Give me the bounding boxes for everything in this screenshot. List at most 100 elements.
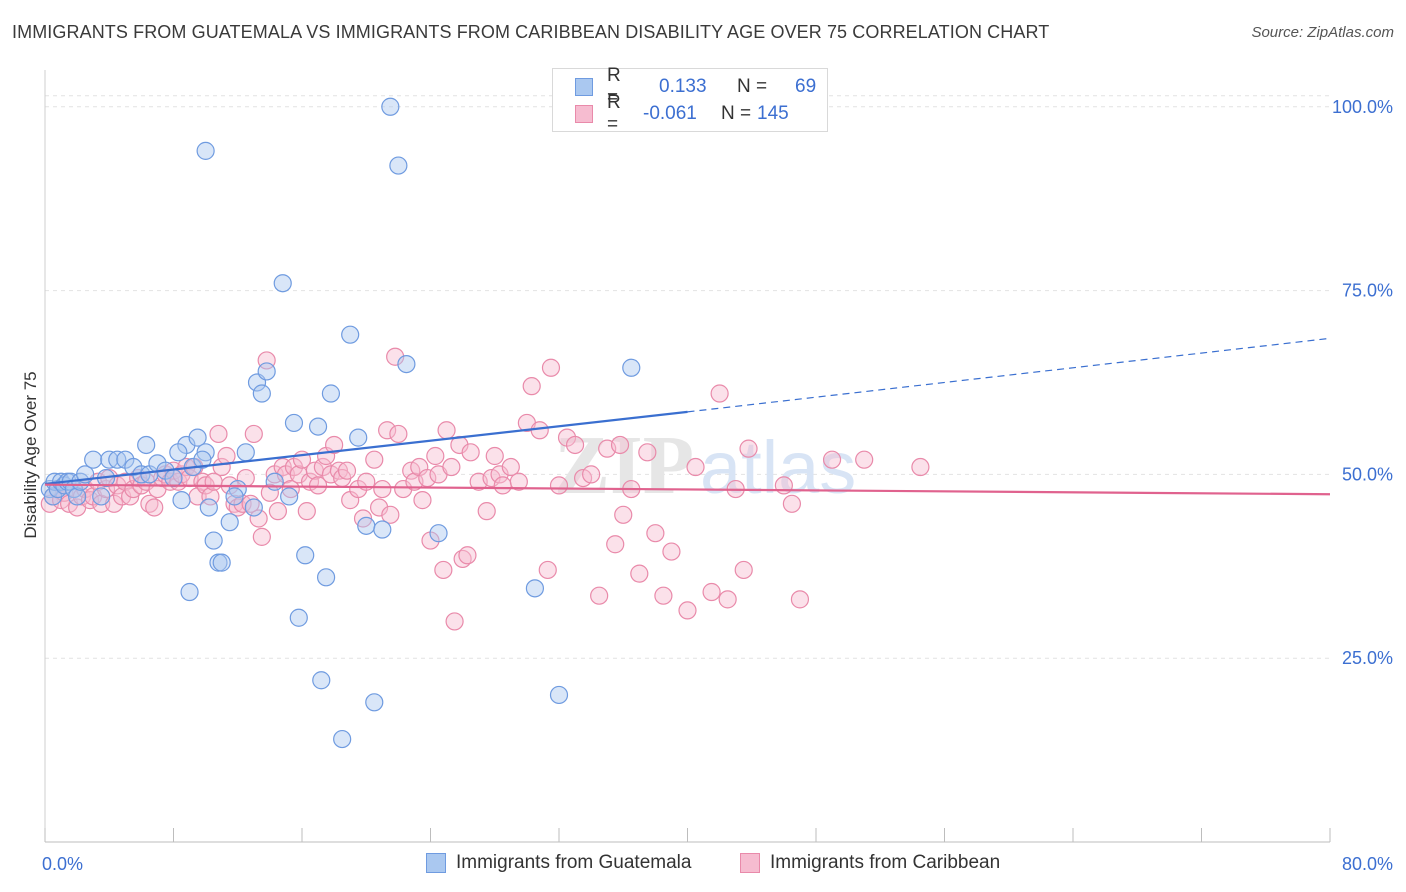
caribbean-point: [260, 483, 279, 502]
caribbean-point: [337, 461, 357, 480]
caribbean-point: [413, 491, 432, 510]
guatemala-point: [296, 546, 315, 565]
n-label: N =: [737, 76, 768, 97]
caribbean-point: [522, 377, 541, 396]
caribbean-point: [249, 509, 268, 528]
guatemala-point: [169, 443, 188, 462]
caribbean-point: [530, 421, 549, 440]
r-label: R =: [607, 92, 621, 135]
caribbean-legend-swatch: [740, 853, 760, 873]
caribbean-swatch: [575, 105, 593, 123]
caribbean-point: [461, 443, 480, 462]
axes: [44, 70, 1331, 843]
n-label: N =: [721, 103, 752, 124]
guatemala-point: [137, 435, 156, 455]
r-value-caribbean: -0.061: [643, 103, 697, 124]
caribbean-point: [855, 450, 874, 469]
caribbean-point: [386, 347, 405, 366]
legend-row-guatemala: R = 0.133 N = 69: [575, 65, 817, 108]
guatemala-point: [172, 491, 191, 510]
guatemala-point: [373, 520, 392, 539]
caribbean-point: [477, 502, 496, 521]
caribbean-point: [373, 479, 392, 499]
guatemala-point: [429, 524, 448, 543]
guatemala-point: [193, 450, 212, 469]
x-tick-labels: 0.0% 80.0%: [42, 854, 1393, 874]
caribbean-point: [654, 586, 673, 605]
caribbean-point: [209, 424, 228, 444]
caribbean-point: [822, 450, 842, 469]
bottom-legend-caribbean: Immigrants from Caribbean: [740, 852, 1000, 874]
caribbean-point: [370, 498, 389, 517]
guatemala-point: [220, 513, 239, 532]
caribbean-point: [606, 535, 625, 554]
y-tick-label: 50.0%: [1342, 464, 1393, 484]
caribbean-point: [145, 498, 164, 517]
guatemala-point: [68, 487, 87, 506]
caribbean-point: [638, 443, 657, 462]
caribbean-point: [325, 435, 344, 455]
caribbean-point: [614, 505, 633, 524]
caribbean-point: [378, 421, 397, 440]
caribbean-point: [790, 590, 810, 609]
guatemala-point: [84, 450, 103, 469]
n-value-guatemala: 69: [795, 76, 817, 97]
guatemala-point: [397, 354, 416, 374]
caribbean-legend-label: Immigrants from Caribbean: [770, 852, 1001, 873]
guatemala-point: [289, 608, 308, 627]
correlation-legend: R = 0.133 N = 69 R = -0.061 N = 145: [552, 65, 828, 135]
caribbean-point: [297, 502, 316, 521]
x-tick-label-min: 0.0%: [42, 854, 83, 874]
caribbean-point: [549, 476, 569, 495]
x-tick-label-max: 80.0%: [1342, 854, 1393, 874]
caribbean-point: [710, 384, 729, 403]
caribbean-trend-line: [44, 483, 1331, 496]
guatemala-point: [92, 487, 111, 506]
caribbean-point: [678, 601, 697, 620]
caribbean-point: [702, 582, 721, 602]
caribbean-point: [541, 358, 561, 377]
y-tick-label: 75.0%: [1342, 281, 1393, 301]
caribbean-point: [610, 435, 630, 455]
guatemala-point: [280, 487, 299, 506]
chart-title: IMMIGRANTS FROM GUATEMALA VS IMMIGRANTS …: [12, 22, 1050, 42]
trend-lines: [44, 337, 1331, 496]
caribbean-point: [244, 424, 263, 444]
legend-row-caribbean: R = -0.061 N = 145: [575, 92, 789, 135]
caribbean-point: [662, 542, 681, 561]
guatemala-point: [312, 671, 331, 690]
caribbean-point: [493, 476, 512, 495]
y-tick-labels: 25.0% 50.0% 75.0% 100.0%: [1332, 97, 1393, 668]
guatemala-point: [357, 516, 376, 535]
guatemala-legend-swatch: [426, 853, 446, 873]
watermark: ZIP atlas: [554, 419, 856, 512]
caribbean-point: [782, 494, 802, 513]
guatemala-point: [196, 141, 215, 160]
caribbean-point: [389, 424, 408, 444]
guatemala-point: [525, 579, 545, 598]
caribbean-point: [686, 457, 705, 477]
caribbean-point: [565, 435, 585, 455]
guatemala-trend-extension: [687, 337, 1331, 413]
n-value-caribbean: 145: [757, 103, 789, 124]
source-credit: Source: ZipAtlas.com: [1251, 24, 1394, 41]
caribbean-point: [252, 527, 271, 546]
guatemala-legend-label: Immigrants from Guatemala: [456, 852, 692, 873]
guatemala-point: [236, 443, 255, 462]
caribbean-point: [92, 494, 111, 513]
caribbean-point: [434, 560, 453, 580]
guatemala-point: [265, 472, 284, 491]
caribbean-point: [458, 546, 477, 565]
y-tick-label: 100.0%: [1332, 97, 1393, 117]
guatemala-point: [273, 274, 292, 293]
caribbean-point: [437, 421, 456, 440]
guatemala-point: [349, 428, 368, 447]
caribbean-point: [490, 465, 509, 484]
gridlines: [45, 95, 1330, 659]
caribbean-point: [426, 446, 445, 466]
guatemala-point: [549, 685, 569, 705]
guatemala-point: [284, 413, 304, 433]
caribbean-point: [268, 502, 288, 521]
r-value-guatemala: 0.133: [659, 76, 707, 97]
guatemala-point: [308, 417, 328, 436]
